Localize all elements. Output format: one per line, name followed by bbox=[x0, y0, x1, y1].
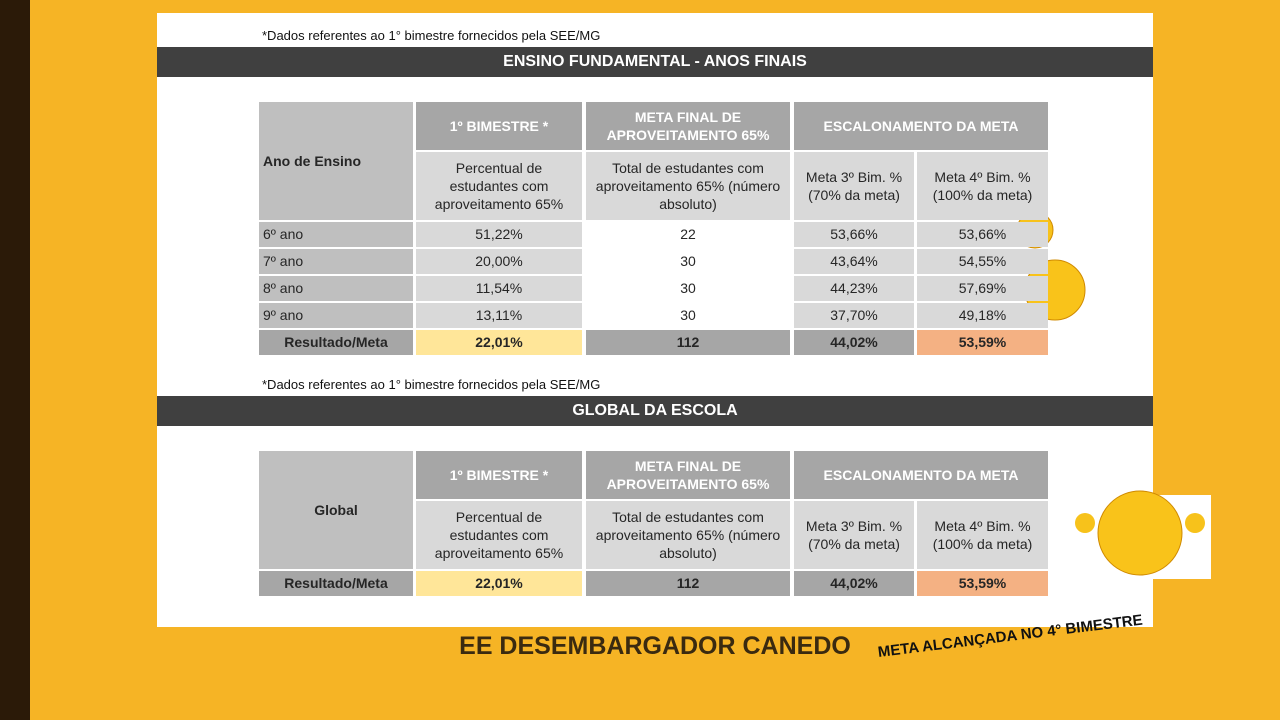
sub-header: Total de estudantes com aproveitamento 6… bbox=[586, 152, 790, 220]
column-header: ESCALONAMENTO DA META bbox=[794, 451, 1048, 499]
footer-title: EE DESEMBARGADOR CANEDO bbox=[459, 632, 851, 660]
table-cell: 112 bbox=[586, 571, 790, 596]
column-header: META FINAL DE APROVEITAMENTO 65% bbox=[586, 102, 790, 150]
sub-header: Total de estudantes com aproveitamento 6… bbox=[586, 501, 790, 569]
table-cell: 54,55% bbox=[917, 249, 1048, 274]
row-label-header: Ano de Ensino bbox=[259, 102, 413, 220]
section-title: ENSINO FUNDAMENTAL - ANOS FINAIS bbox=[157, 47, 1153, 77]
table-cell: 37,70% bbox=[794, 303, 914, 328]
sub-header: Percentual de estudantes com aproveitame… bbox=[416, 152, 582, 220]
note: *Dados referentes ao 1° bimestre forneci… bbox=[262, 28, 601, 43]
table-cell: 30 bbox=[586, 249, 790, 274]
row-label: 7º ano bbox=[259, 249, 413, 274]
table-cell: 30 bbox=[586, 276, 790, 301]
table-cell: 112 bbox=[586, 330, 790, 355]
row-label-header: Global bbox=[259, 451, 413, 569]
table-cell: 22 bbox=[586, 222, 790, 247]
column-header: META FINAL DE APROVEITAMENTO 65% bbox=[586, 451, 790, 499]
table-cell: 53,59% bbox=[917, 571, 1048, 596]
emoji-icons bbox=[1016, 211, 1211, 579]
row-label: 8º ano bbox=[259, 276, 413, 301]
table-cell: 53,66% bbox=[794, 222, 914, 247]
table-cell: 30 bbox=[586, 303, 790, 328]
table-cell: 43,64% bbox=[794, 249, 914, 274]
row-label: Resultado/Meta bbox=[259, 571, 413, 596]
sub-header: Meta 4º Bim. % (100% da meta) bbox=[917, 152, 1048, 220]
row-label: Resultado/Meta bbox=[259, 330, 413, 355]
note: *Dados referentes ao 1° bimestre forneci… bbox=[262, 377, 601, 392]
table-cell: 51,22% bbox=[416, 222, 582, 247]
side-bar bbox=[0, 0, 30, 720]
sub-header: Meta 4º Bim. % (100% da meta) bbox=[917, 501, 1048, 569]
table-cell: 44,23% bbox=[794, 276, 914, 301]
table-cell: 49,18% bbox=[917, 303, 1048, 328]
sub-header: Percentual de estudantes com aproveitame… bbox=[416, 501, 582, 569]
table-cell: 53,59% bbox=[917, 330, 1048, 355]
column-header: 1º BIMESTRE * bbox=[416, 102, 582, 150]
sub-header: Meta 3º Bim. % (70% da meta) bbox=[794, 501, 914, 569]
column-header: 1º BIMESTRE * bbox=[416, 451, 582, 499]
row-label: 6º ano bbox=[259, 222, 413, 247]
table-cell: 11,54% bbox=[416, 276, 582, 301]
section-title: GLOBAL DA ESCOLA bbox=[157, 396, 1153, 426]
table-cell: 13,11% bbox=[416, 303, 582, 328]
row-label: 9º ano bbox=[259, 303, 413, 328]
table-cell: 22,01% bbox=[416, 330, 582, 355]
column-header: ESCALONAMENTO DA META bbox=[794, 102, 1048, 150]
table-cell: 44,02% bbox=[794, 571, 914, 596]
table-cell: 20,00% bbox=[416, 249, 582, 274]
table-cell: 53,66% bbox=[917, 222, 1048, 247]
table-cell: 57,69% bbox=[917, 276, 1048, 301]
table-cell: 22,01% bbox=[416, 571, 582, 596]
table-cell: 44,02% bbox=[794, 330, 914, 355]
sub-header: Meta 3º Bim. % (70% da meta) bbox=[794, 152, 914, 220]
